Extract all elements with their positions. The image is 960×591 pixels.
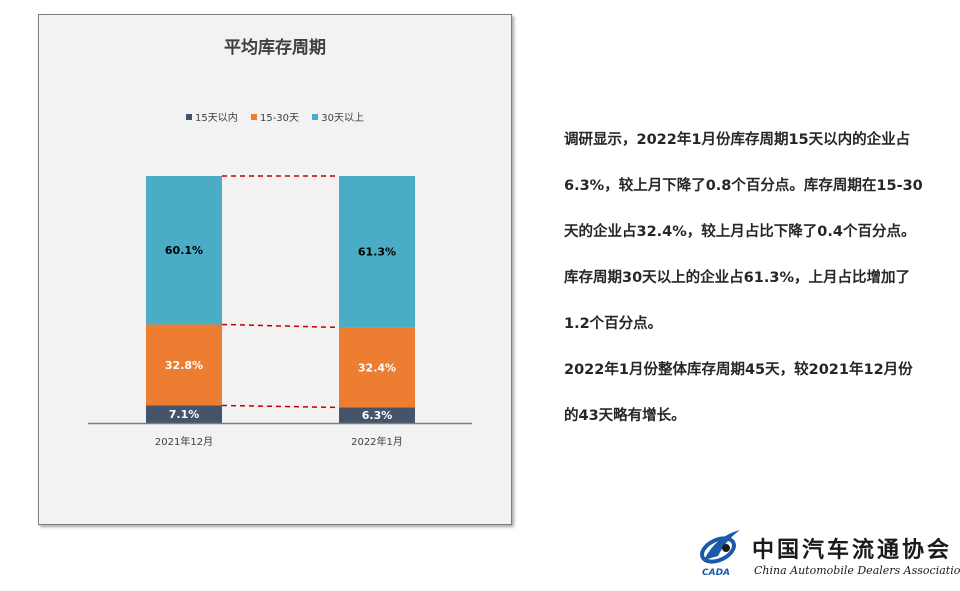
logo-name-en: China Automobile Dealers Association (754, 564, 960, 577)
commentary-paragraph-1: 调研显示，2022年1月份库存周期15天以内的企业占6.3%，较上月下降了0.8… (564, 132, 923, 332)
cada-logo: CADA 中国汽车流通协会 China Automobile Dealers A… (696, 526, 960, 586)
series-line (221, 404, 340, 409)
legend-swatch (186, 113, 193, 120)
series-line (221, 323, 340, 329)
data-label: 6.3% (362, 409, 393, 422)
data-label: 7.1% (169, 408, 200, 421)
legend-label: 15天以内 (195, 113, 238, 124)
category-label: 2022年1月 (351, 435, 403, 448)
bar-segment (146, 176, 222, 325)
stacked-bar-chart: 7.1% 32.8% 60.1% 2021年12月 6.3% 32.4% 61.3% 2022… (88, 175, 472, 448)
chart-legend: 15天以内 15-30天 30天以上 (39, 109, 511, 124)
cada-emblem-icon (700, 530, 740, 564)
legend-swatch (312, 113, 319, 120)
data-label: 32.8% (165, 359, 203, 372)
chart-title: 平均库存周期 (224, 38, 326, 58)
legend-swatch (250, 113, 257, 120)
data-label: 60.1% (165, 244, 203, 257)
legend-item-15-30-days: 15-30天 (250, 109, 300, 124)
legend-label: 15-30天 (259, 113, 300, 124)
commentary-text: 调研显示，2022年1月份库存周期15天以内的企业占6.3%，较上月下降了0.8… (564, 117, 924, 439)
logo-name-cn: 中国汽车流通协会 (752, 537, 953, 563)
bar-segment (339, 407, 415, 423)
legend-item-30-days-above: 30天以上 (312, 109, 364, 124)
chart-panel: 平均库存周期 15天以内 15-30天 30天以上 7.1% 32.8% 60.1%… (38, 14, 512, 525)
bar-segment (339, 327, 415, 408)
bar-segment (146, 405, 222, 423)
bar-segment (339, 176, 415, 328)
bar-segment (146, 324, 222, 406)
commentary-paragraph-2: 2022年1月份整体库存周期45天，较2021年12月份的43天略有增长。 (564, 362, 913, 424)
category-label: 2021年12月 (155, 435, 213, 448)
logo-abbreviation: CADA (702, 568, 731, 578)
data-label: 61.3% (358, 246, 396, 259)
data-label: 32.4% (358, 361, 396, 374)
legend-label: 30天以上 (321, 113, 364, 124)
legend-item-15-days-within: 15天以内 (186, 109, 238, 124)
